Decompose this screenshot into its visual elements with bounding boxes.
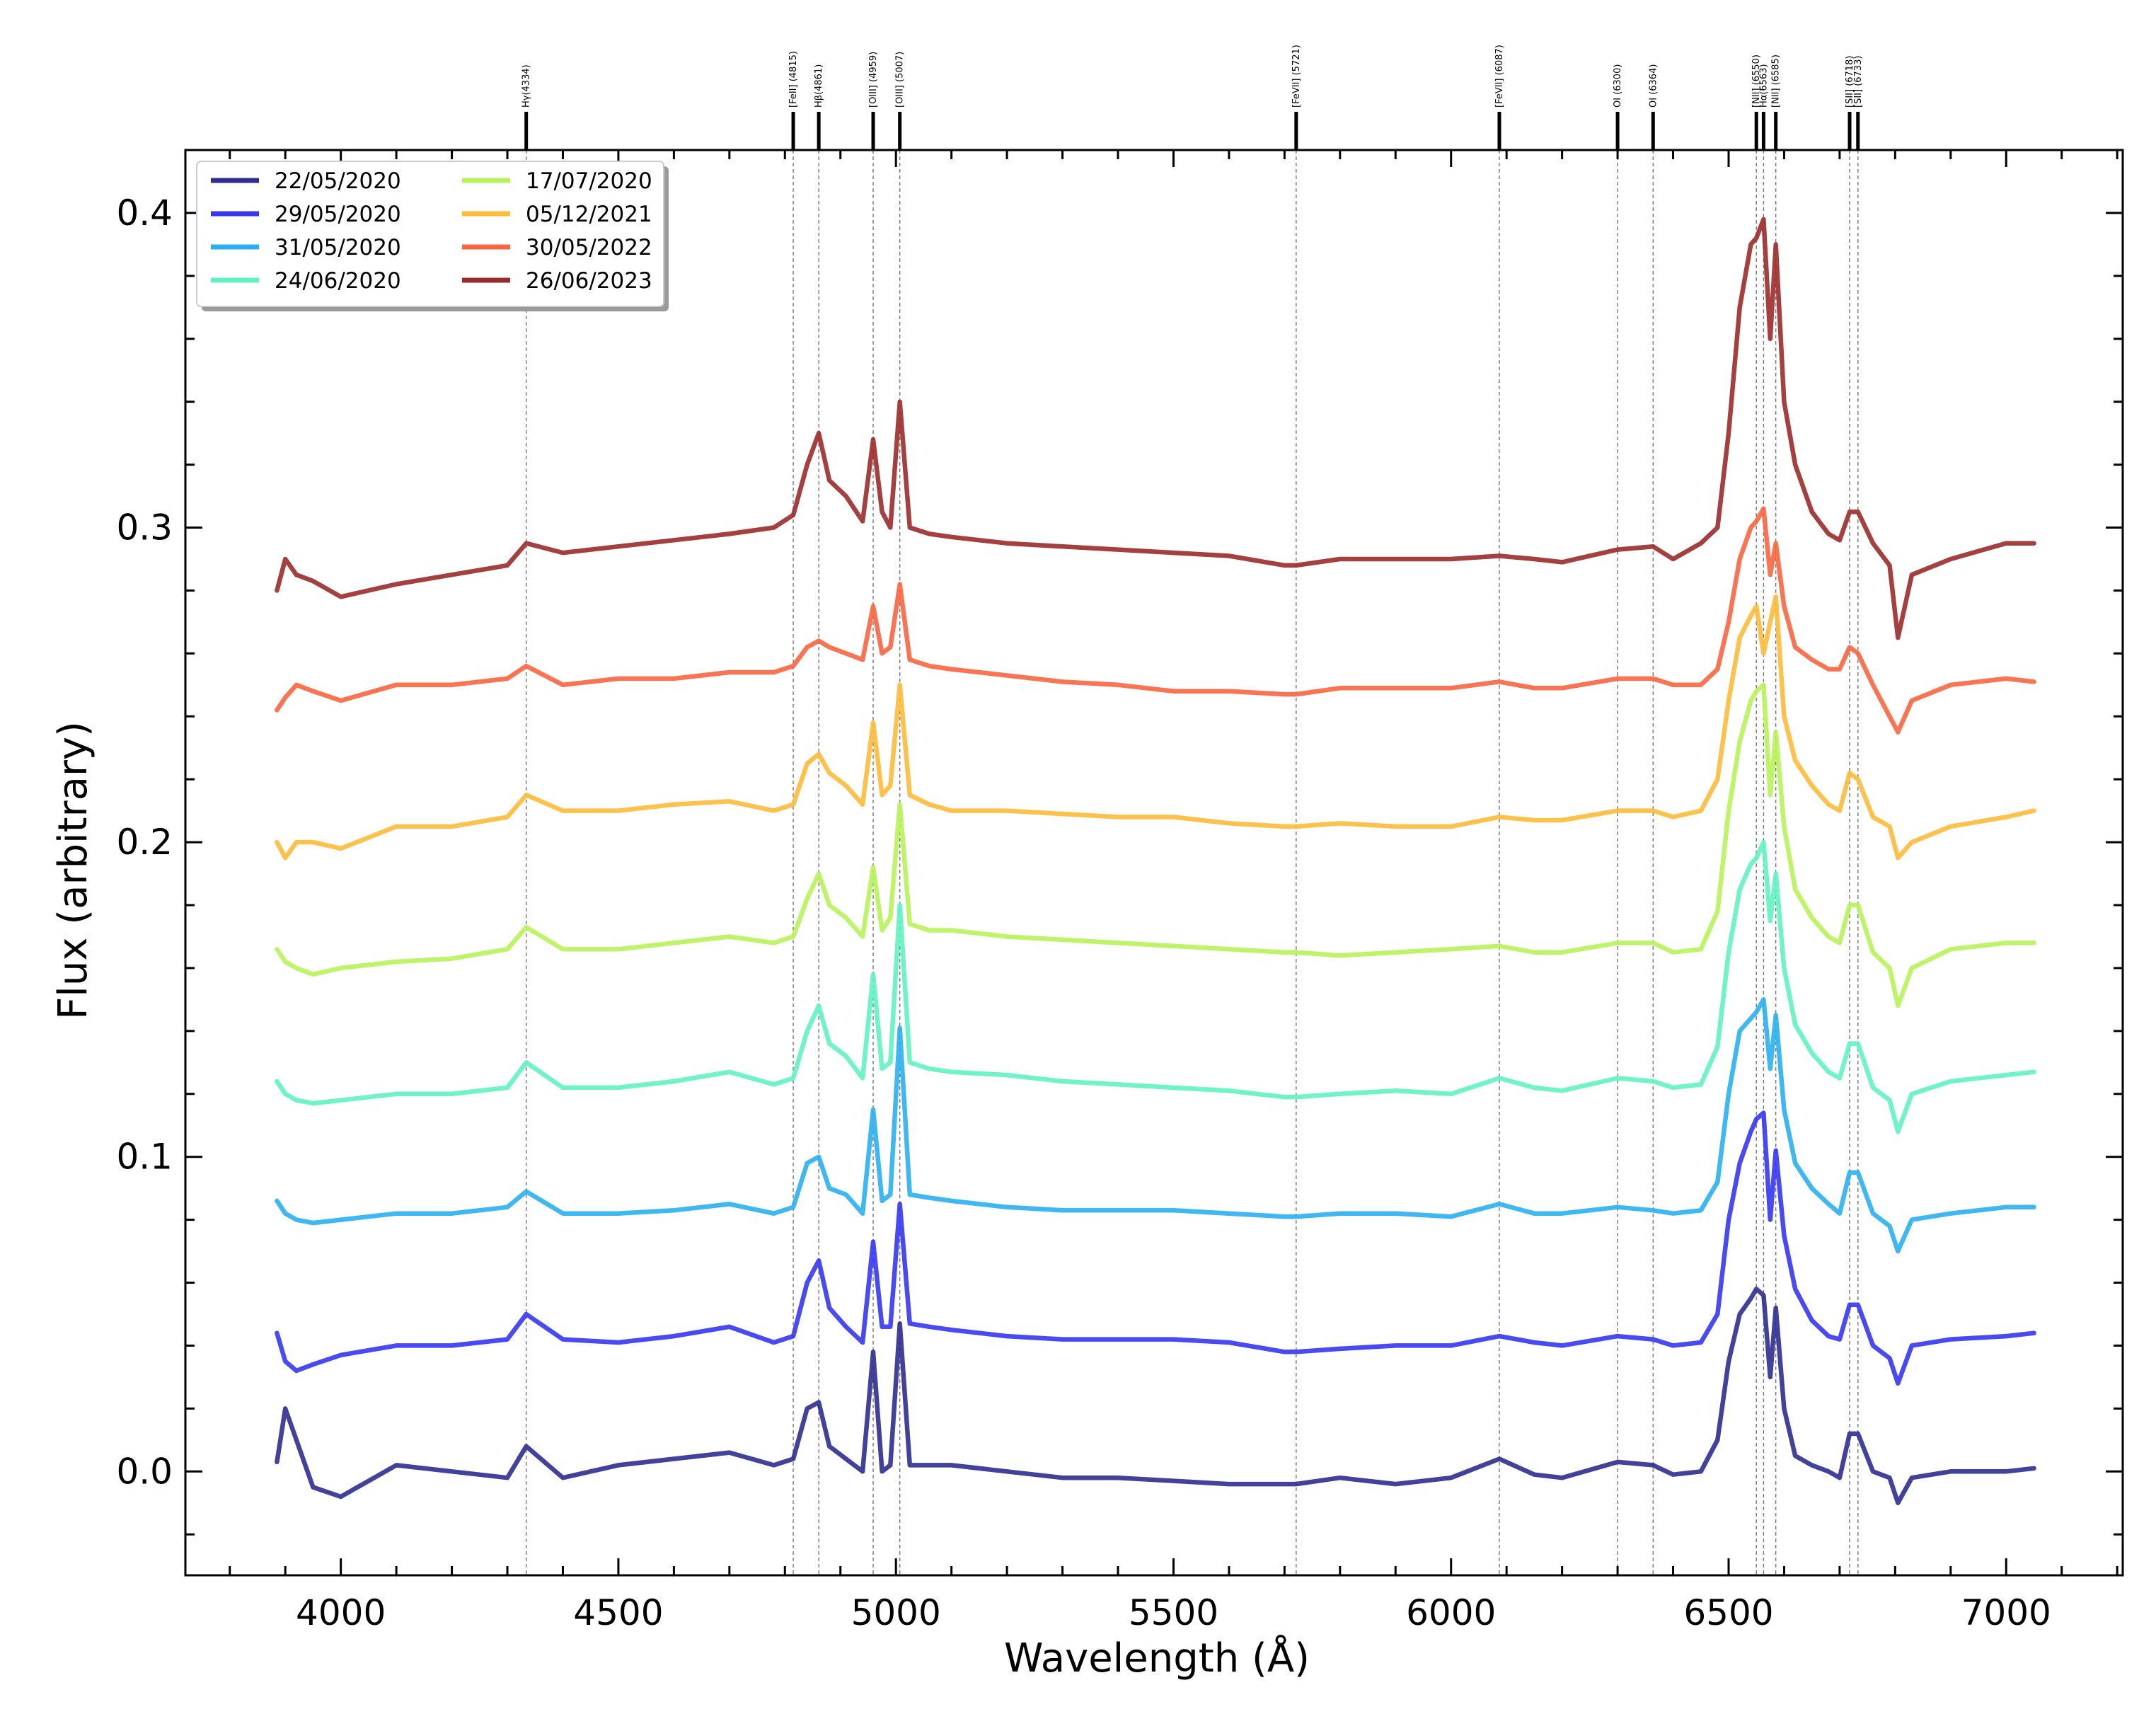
legend-label: 31/05/2020	[275, 235, 401, 260]
series-line	[275, 506, 2036, 735]
emission-line-label: [SII] (6733)	[1853, 56, 1864, 108]
series-line	[275, 682, 2036, 1008]
y-tick-label: 0.4	[116, 192, 173, 234]
emission-line-label: Hα(6563)	[1758, 64, 1769, 108]
emission-line-label: OI (6300)	[1613, 64, 1623, 108]
legend-box	[196, 161, 664, 307]
emission-line-label: OI (6364)	[1648, 64, 1659, 108]
axes: 4000 4500 5000 5500 6000 6500 7000 0.0 0.1 0.2 0.3…	[116, 149, 2124, 1633]
x-tick-label: 7000	[1961, 1592, 2051, 1633]
y-tick-label: 0.0	[116, 1451, 173, 1492]
y-tick-label: 0.3	[116, 507, 173, 548]
legend-label: 24/06/2020	[275, 268, 401, 294]
legend-label: 17/07/2020	[526, 168, 652, 194]
series-line	[275, 839, 2036, 1134]
x-tick-label: 6000	[1406, 1592, 1496, 1633]
spectra-series	[275, 217, 2036, 1505]
plot-frame	[184, 149, 2124, 1577]
x-tick-label: 6500	[1683, 1592, 1773, 1633]
emission-line-label: [OIII] (5007)	[895, 52, 906, 108]
legend: 22/05/2020 29/05/2020 31/05/2020 24/06/2020…	[196, 161, 669, 311]
emission-line-label: [FeII] (4815)	[788, 51, 799, 108]
y-tick-label: 0.1	[116, 1137, 173, 1178]
emission-line-label: [OIII] (4959)	[868, 52, 879, 108]
series-line	[275, 1287, 2036, 1505]
legend-label: 26/06/2023	[526, 268, 652, 294]
emission-line-label: Hγ(4334)	[521, 64, 532, 108]
emission-line-label: [NII] (6550)	[1751, 54, 1762, 108]
y-axis-title: Flux (arbitrary)	[50, 721, 96, 1020]
legend-label: 29/05/2020	[275, 202, 401, 227]
emission-line-label: [NII] (6585)	[1771, 54, 1782, 108]
x-tick-label: 4000	[296, 1592, 386, 1633]
x-tick-label: 5500	[1129, 1592, 1218, 1633]
emission-line-label: [SII] (6718)	[1845, 56, 1855, 108]
emission-line-label: [FeVII] (5721)	[1291, 45, 1302, 108]
x-axis-title: Wavelength (Å)	[1004, 1635, 1310, 1681]
series-line	[275, 217, 2036, 640]
series-line	[275, 997, 2036, 1254]
x-tick-label: 5000	[851, 1592, 941, 1633]
legend-label: 30/05/2022	[526, 235, 652, 260]
legend-label: 05/12/2021	[526, 202, 652, 227]
emission-line-label: Hβ(4861)	[814, 64, 824, 108]
legend-label: 22/05/2020	[275, 168, 401, 194]
emission-line-label: [FeVII] (6087)	[1494, 45, 1505, 108]
x-tick-label: 4500	[573, 1592, 663, 1633]
y-tick-label: 0.2	[116, 822, 173, 863]
series-line	[275, 1110, 2036, 1386]
series-line	[275, 594, 2036, 861]
